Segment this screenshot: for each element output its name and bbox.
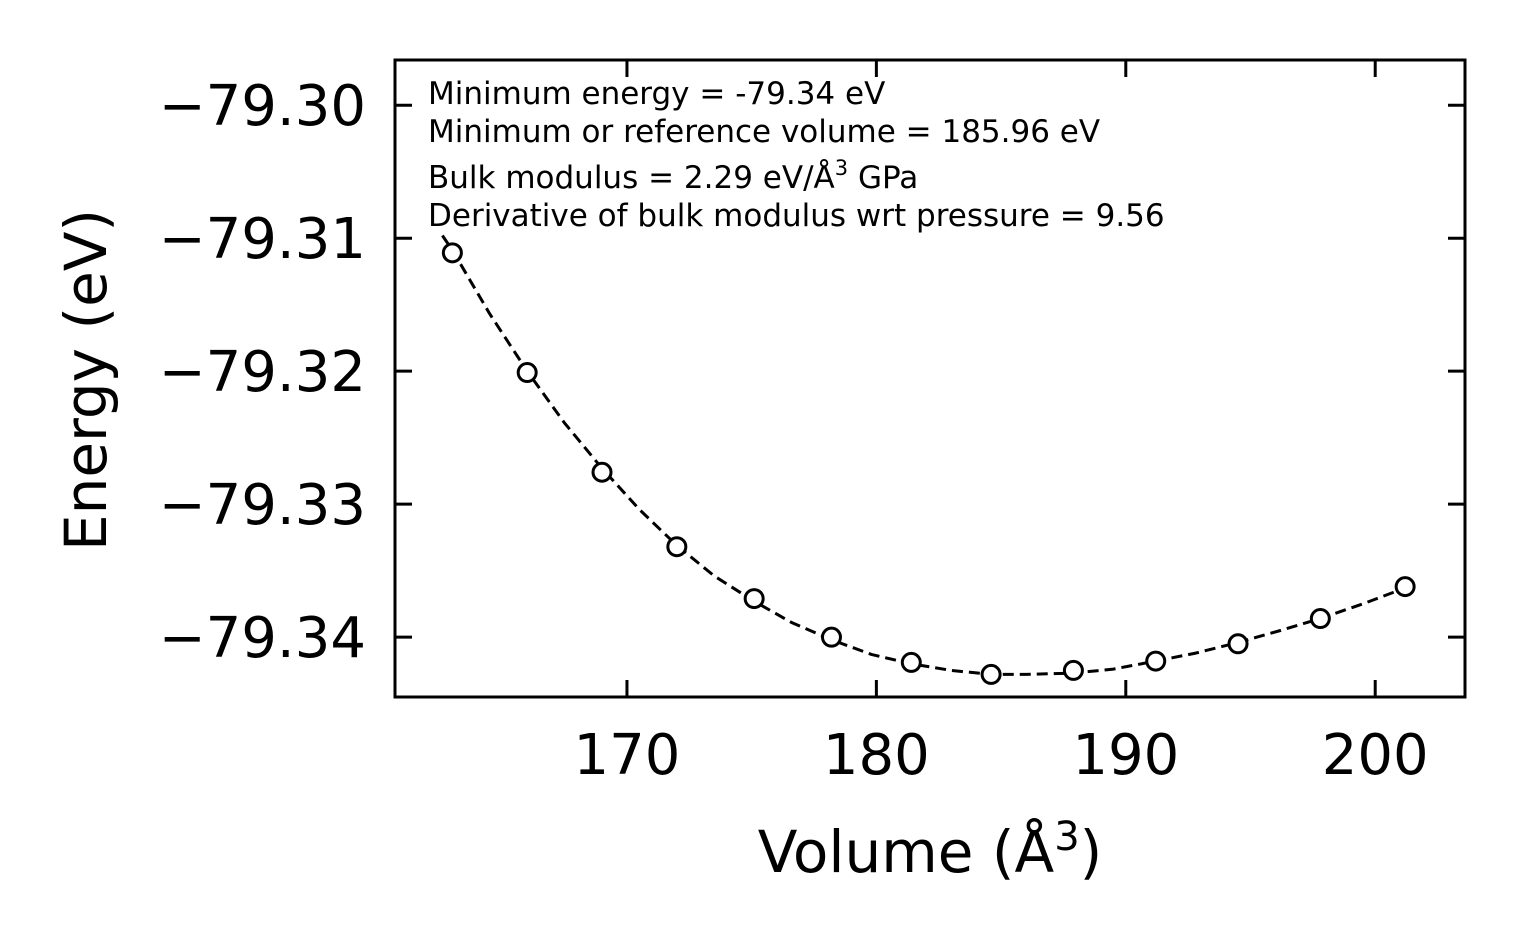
data-points-layer [441,242,1416,685]
y-tick-label: −79.31 [159,207,366,272]
y-tick-label: −79.34 [159,606,366,671]
plot-frame [393,58,1467,699]
data-point [1145,650,1167,672]
data-point [666,536,688,558]
annotation-min-energy: Minimum energy = -79.34 eV [428,76,885,112]
data-point [980,663,1002,685]
y-tick-label: −79.33 [159,473,366,538]
data-point [900,651,922,673]
bulk-suffix: GPa [848,160,918,196]
x-tick-label: 180 [823,723,930,788]
bulk-sup: 3 [835,156,848,180]
data-point [441,242,463,264]
data-point [743,588,765,610]
x-axis-label-close: ) [1080,818,1103,886]
annotation-bulk-derivative: Derivative of bulk modulus wrt pressure … [428,198,1165,234]
x-tick-label: 200 [1322,723,1429,788]
annotation-min-volume: Minimum or reference volume = 185.96 eV [428,114,1100,150]
x-axis-label-sup: 3 [1054,814,1079,860]
x-axis-label: Volume (Å3) [758,814,1103,886]
data-point [591,461,613,483]
annotation-box: Minimum energy = -79.34 eV Minimum or re… [428,76,1165,234]
axis-tick-labels: 170 180 190 200 −79.30 −79.31 −79.32 −79.33 −79.… [159,74,1429,788]
data-point [516,362,538,384]
data-point [1309,608,1331,630]
y-tick-label: −79.32 [159,340,366,405]
data-point [820,626,842,648]
x-tick-label: 170 [574,723,681,788]
data-point [1394,576,1416,598]
x-tick-label: 190 [1072,723,1179,788]
annotation-bulk-modulus: Bulk modulus = 2.29 eV/Å3 GPa [428,156,918,196]
x-axis-label-main: Volume (Å [758,817,1055,886]
data-point [1227,633,1249,655]
axis-ticks [395,60,1465,697]
data-point [1062,659,1084,681]
y-tick-label: −79.30 [159,74,366,139]
bulk-prefix: Bulk modulus = 2.29 eV/Å [428,160,835,196]
y-axis-label: Energy (eV) [52,209,120,551]
